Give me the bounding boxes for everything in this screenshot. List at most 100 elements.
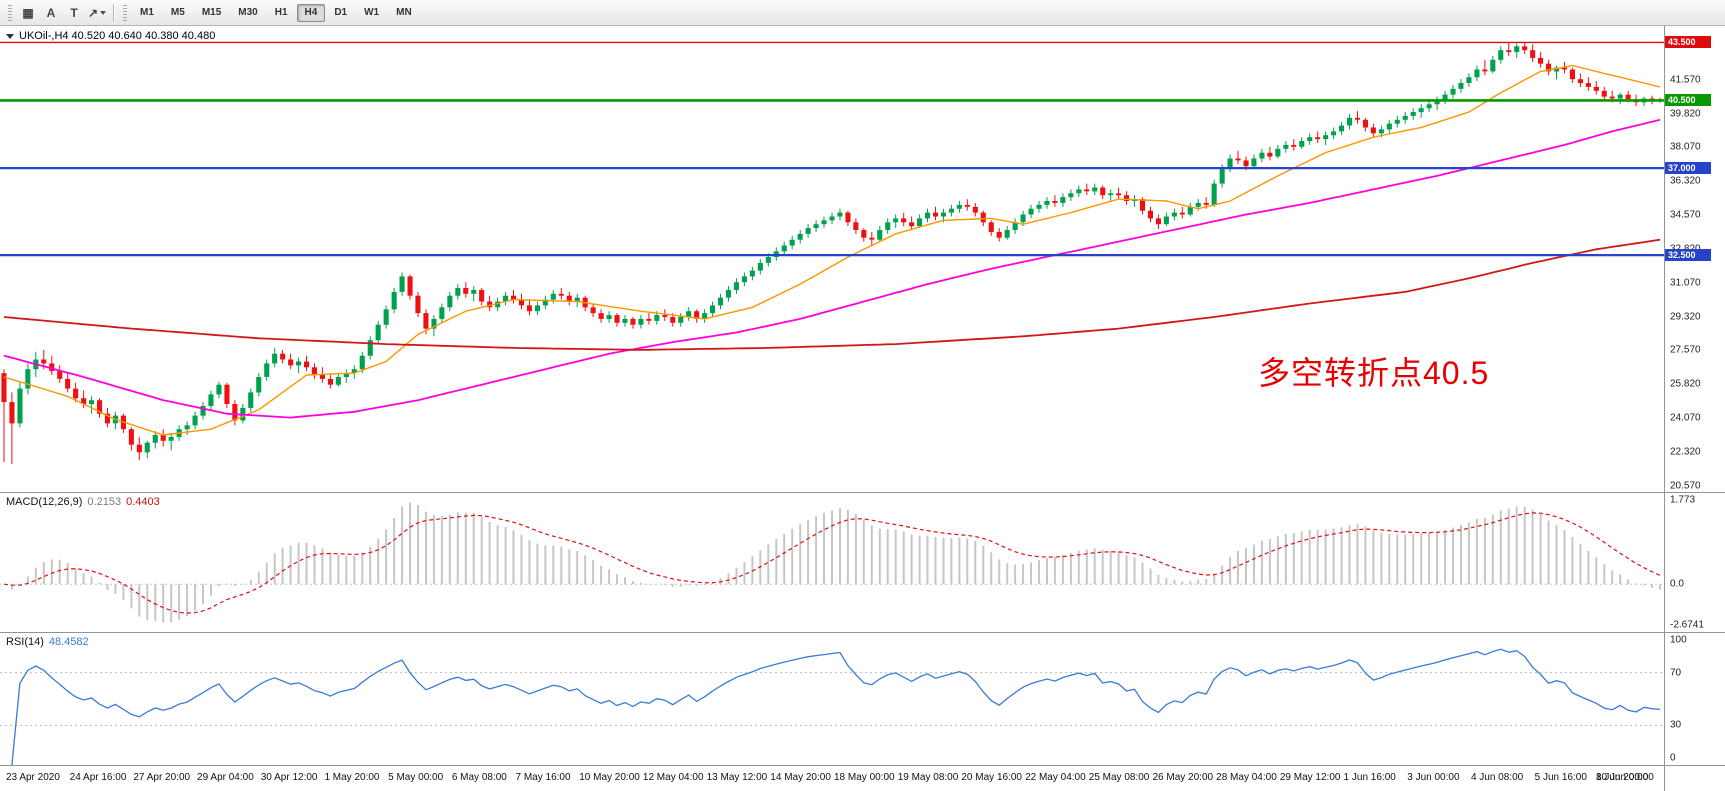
time-axis-label: 5 Jun 16:00 — [1534, 772, 1587, 783]
time-axis-label: 10 Jun 00:00 — [1596, 772, 1654, 783]
price-plot[interactable]: UKOil-,H4 40.520 40.640 40.380 40.480 多空… — [0, 26, 1664, 492]
rsi-panel: RSI(14) 48.4582 100 70 30 0 — [0, 632, 1725, 765]
price-axis-label: 29.320 — [1670, 311, 1701, 323]
time-axis-label: 19 May 08:00 — [897, 772, 959, 783]
time-axis-label: 10 May 20:00 — [579, 772, 640, 783]
macd-signal-value: 0.4403 — [126, 496, 160, 508]
chart-grid-icon: ▦ — [22, 5, 34, 20]
rsi-axis-label: 0 — [1670, 752, 1676, 764]
symbol-dropdown-icon[interactable] — [6, 33, 14, 39]
time-axis-label: 1 Jun 16:00 — [1343, 772, 1396, 783]
time-axis-label: 18 May 00:00 — [834, 772, 895, 783]
time-axis-label: 29 Apr 04:00 — [197, 772, 254, 783]
chevron-down-icon — [100, 10, 107, 15]
toolbar: ▦ A T ↗ M1 M5 M15 M30 H1 H4 D1 W1 MN — [0, 0, 1725, 26]
macd-chart — [0, 502, 1664, 623]
chart-annotation: 多空转折点40.5 — [1258, 355, 1490, 391]
price-axis-label: 38.070 — [1670, 141, 1701, 153]
ma-mid — [3, 118, 1661, 419]
toolbar-grip-2[interactable] — [123, 4, 127, 21]
time-axis-label: 3 Jun 00:00 — [1407, 772, 1460, 783]
rsi-axis-label: 30 — [1670, 719, 1682, 731]
timeframe-w1-button[interactable]: W1 — [356, 4, 387, 22]
timeframe-d1-button[interactable]: D1 — [326, 4, 355, 22]
time-axis-label: 14 May 20:00 — [770, 772, 831, 783]
rsi-axis-label: 100 — [1670, 634, 1687, 646]
price-tag-43.500: 43.500 — [1665, 36, 1711, 49]
time-axis-label: 25 May 08:00 — [1088, 772, 1150, 783]
arrows-tool-button[interactable]: ↗ — [86, 3, 108, 23]
macd-panel: MACD(12,26,9) 0.2153 0.4403 1.773 0.0 -2.674… — [0, 492, 1725, 632]
macd-label: MACD(12,26,9) 0.2153 0.4403 — [6, 496, 160, 508]
time-axis-label: 30 Apr 12:00 — [260, 772, 318, 783]
symbol-header: UKOil-,H4 40.520 40.640 40.380 40.480 — [6, 30, 215, 42]
macd-axis[interactable]: 1.773 0.0 -2.6741 — [1664, 493, 1725, 632]
rsi-label: RSI(14) 48.4582 — [6, 636, 89, 648]
price-axis-label: 22.320 — [1670, 446, 1701, 458]
time-axis-label: 13 May 12:00 — [706, 772, 768, 783]
price-axis-label: 36.320 — [1670, 175, 1701, 187]
timeframe-m5-button[interactable]: M5 — [163, 4, 193, 22]
candlestick-chart[interactable] — [0, 26, 1664, 492]
macd-signal-line — [3, 512, 1661, 614]
rsi-axis[interactable]: 100 70 30 0 — [1664, 633, 1725, 765]
toolbar-separator — [113, 3, 114, 22]
macd-axis-label: 1.773 — [1670, 494, 1696, 506]
time-axis[interactable]: 23 Apr 2020 24 Apr 16:00 27 Apr 20:00 29 Ap… — [0, 766, 1664, 791]
rsi-value: 48.4582 — [48, 636, 89, 648]
time-axis-label: 22 May 04:00 — [1025, 772, 1086, 783]
time-axis-label: 12 May 04:00 — [642, 772, 704, 783]
candles-group — [1, 42, 1663, 464]
text-tool-button[interactable]: A — [40, 3, 62, 23]
time-axis-label: 6 May 08:00 — [451, 772, 507, 783]
timeframe-m30-button[interactable]: M30 — [230, 4, 265, 22]
rsi-line — [11, 648, 1661, 765]
price-chart-panel: UKOil-,H4 40.520 40.640 40.380 40.480 多空… — [0, 26, 1725, 492]
macd-plot[interactable]: MACD(12,26,9) 0.2153 0.4403 — [0, 493, 1664, 632]
time-axis-label: 7 May 16:00 — [515, 772, 571, 783]
rsi-chart — [0, 648, 1664, 765]
timeframe-m1-button[interactable]: M1 — [132, 4, 162, 22]
price-axis-label: 39.820 — [1670, 108, 1701, 120]
timeframe-m15-button[interactable]: M15 — [194, 4, 229, 22]
timeframe-mn-button[interactable]: MN — [388, 4, 420, 22]
macd-main-value: 0.2153 — [87, 496, 122, 508]
price-axis-label: 34.570 — [1670, 209, 1701, 221]
price-axis-label: 25.820 — [1670, 378, 1701, 390]
time-axis-label: 23 Apr 2020 — [5, 772, 60, 783]
price-axis[interactable]: 41.570 39.820 38.070 36.320 34.570 32.820 31.0… — [1664, 26, 1725, 492]
price-axis-label: 32.820 — [1670, 243, 1701, 254]
price-axis-label: 31.070 — [1670, 277, 1701, 289]
time-axis-label: 8 Jun 20:00 — [1596, 772, 1649, 783]
ma-slow — [3, 238, 1661, 351]
chart-grid-tool-button[interactable]: ▦ — [17, 3, 39, 23]
time-axis-label: 4 Jun 08:00 — [1470, 772, 1524, 783]
time-axis-label: 26 May 20:00 — [1152, 772, 1214, 783]
toolbar-grip[interactable] — [8, 4, 12, 21]
timeframe-h4-button[interactable]: H4 — [296, 3, 326, 22]
rsi-plot[interactable]: RSI(14) 48.4582 — [0, 633, 1664, 765]
price-axis-label: 24.070 — [1670, 412, 1701, 424]
time-axis-corner — [1664, 766, 1725, 791]
symbol-quote-text: UKOil-,H4 40.520 40.640 40.380 40.480 — [19, 30, 216, 42]
time-axis-label: 5 May 00:00 — [388, 772, 444, 783]
time-axis-label: 27 Apr 20:00 — [133, 772, 191, 783]
time-axis-label: 20 May 16:00 — [961, 772, 1022, 783]
text-icon: A — [46, 5, 56, 20]
text-label-tool-button[interactable]: T — [63, 3, 85, 23]
macd-axis-label: 0.0 — [1670, 578, 1684, 590]
rsi-axis-label: 70 — [1670, 667, 1682, 679]
text-label-icon: T — [70, 5, 78, 20]
price-tag-40.500: 40.500 — [1665, 94, 1711, 107]
time-axis-label: 24 Apr 16:00 — [69, 772, 127, 783]
timeframe-h1-button[interactable]: H1 — [267, 4, 296, 22]
price-axis-label: 27.570 — [1670, 344, 1701, 356]
time-axis-label: 29 May 12:00 — [1279, 772, 1341, 783]
ma-fast — [3, 64, 1661, 436]
price-tag-32.500: 32.500 — [1665, 249, 1711, 262]
rsi-name: RSI(14) — [6, 636, 44, 648]
time-axis-label: 1 May 20:00 — [324, 772, 380, 783]
arrows-icon: ↗ — [87, 5, 99, 20]
price-tag-37.000: 37.000 — [1665, 162, 1711, 175]
